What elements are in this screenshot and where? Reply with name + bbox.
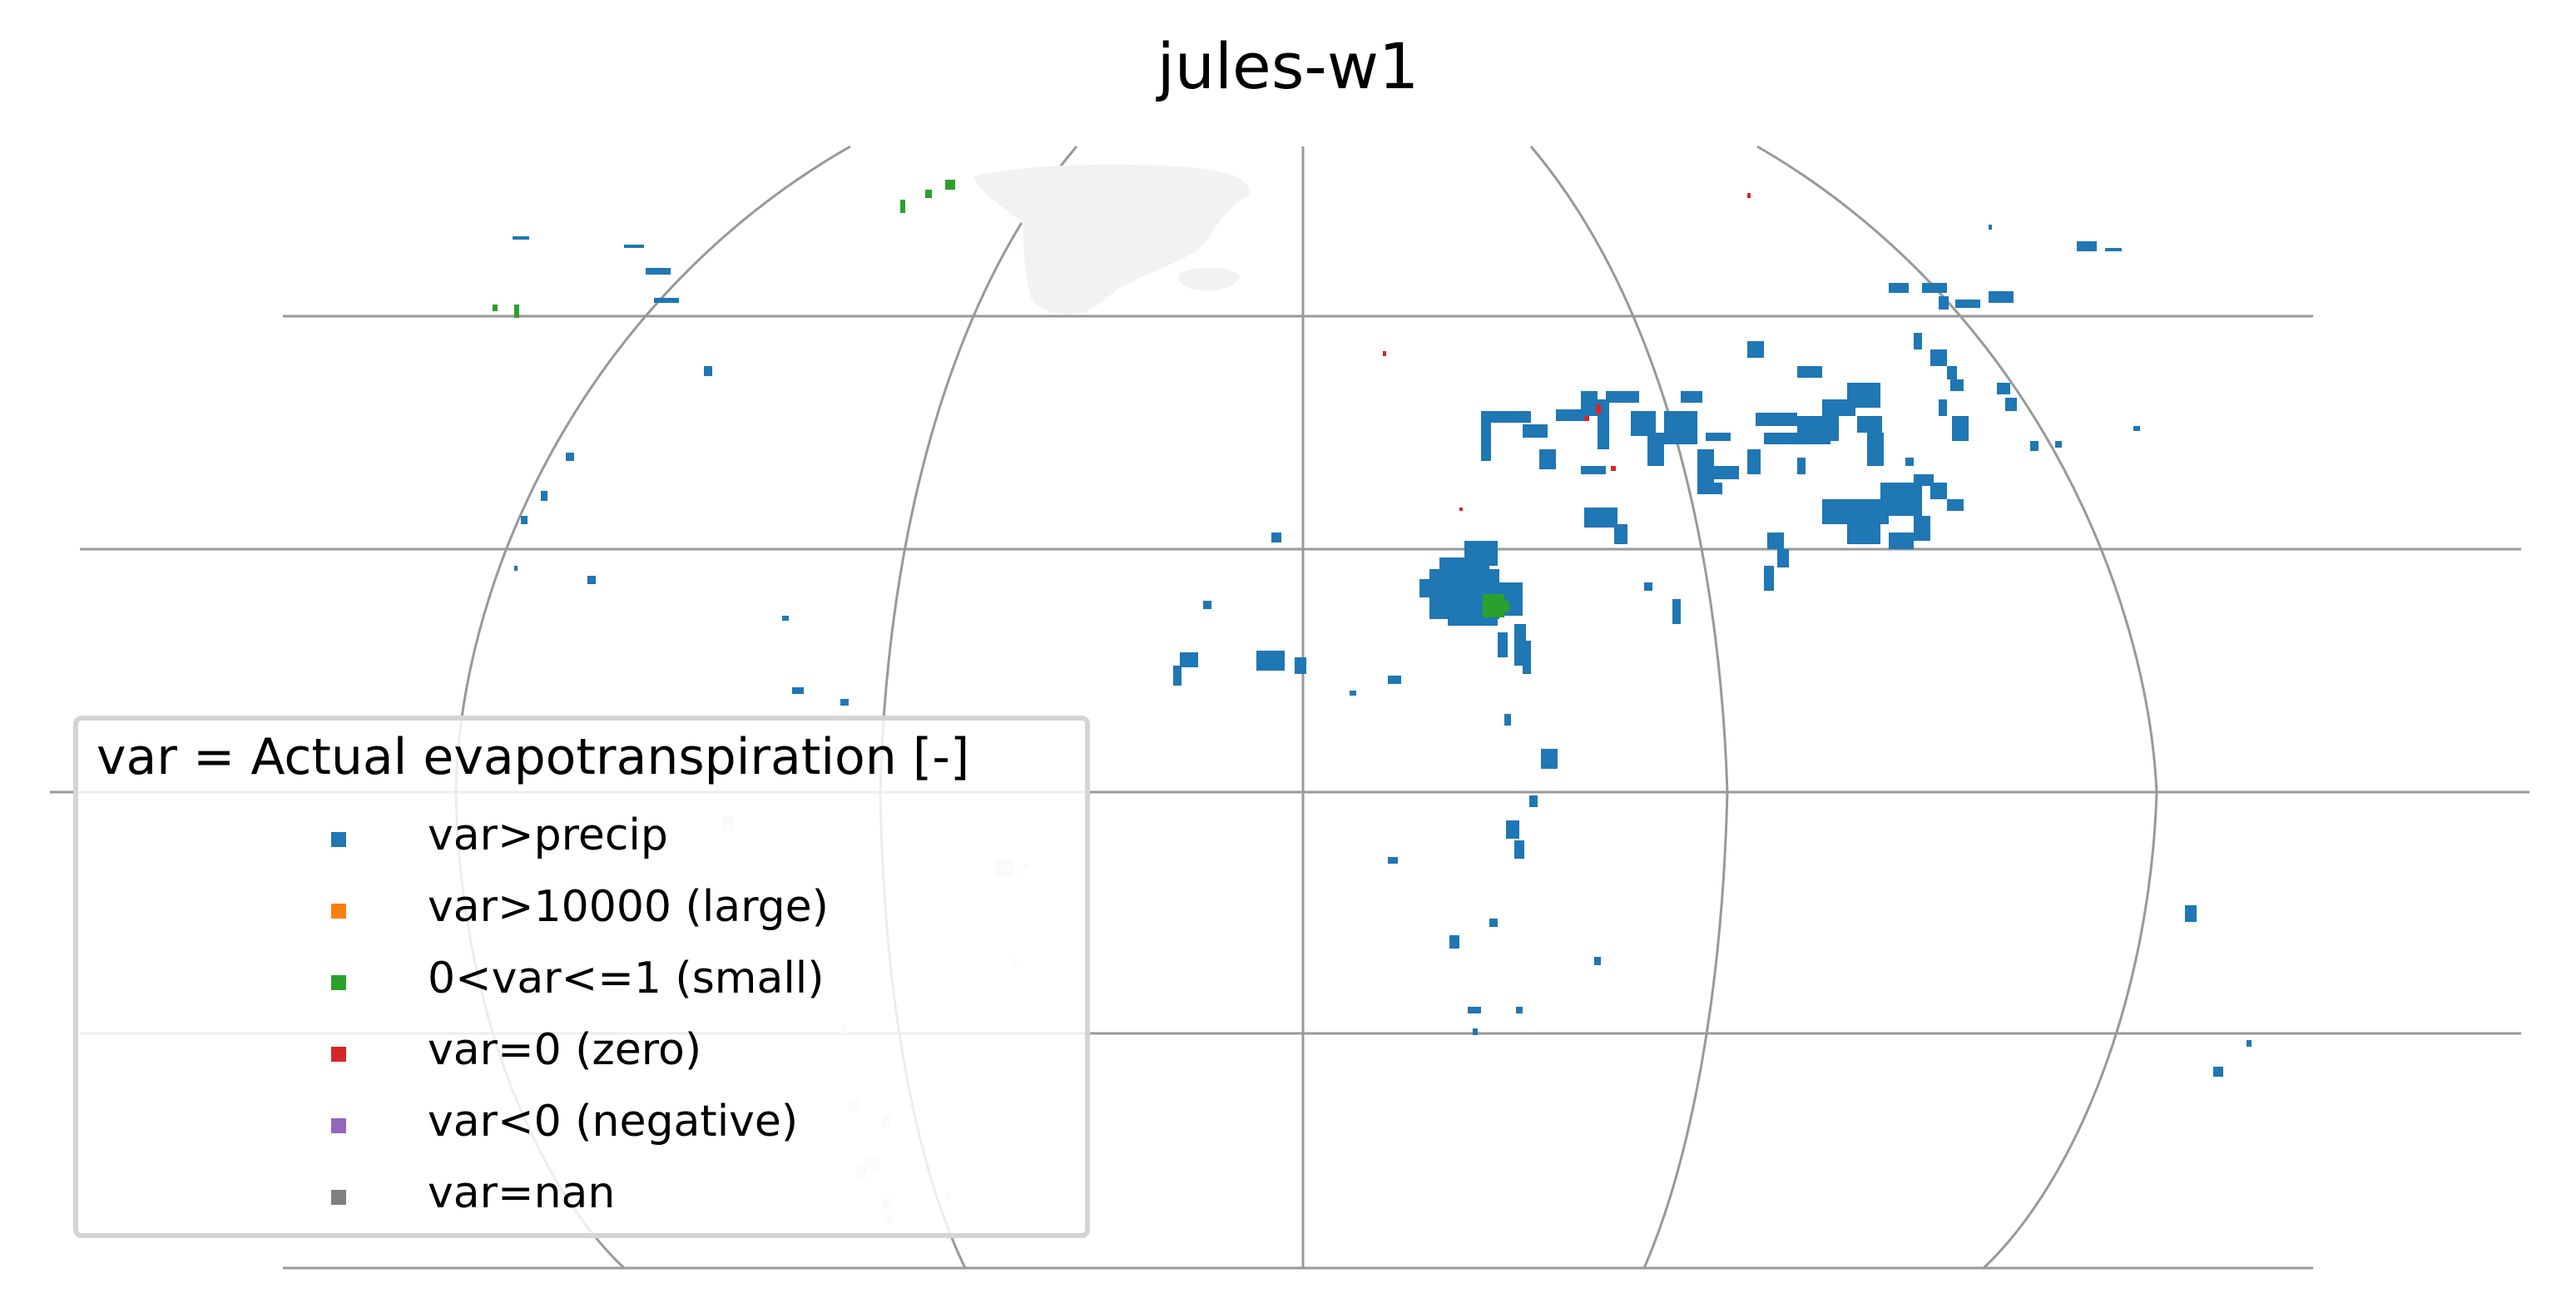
cells-var-gt-precip	[513, 225, 2252, 1077]
legend-label: var=nan	[428, 1168, 616, 1218]
legend-swatch	[331, 1190, 346, 1205]
legend-swatch	[331, 1047, 346, 1062]
legend-label: var>precip	[428, 810, 668, 860]
legend: var = Actual evapotranspiration [-] var>…	[73, 716, 1090, 1238]
legend-swatch	[331, 904, 346, 919]
legend-item: var=0 (zero)	[78, 1028, 1077, 1100]
legend-item: var<0 (negative)	[78, 1100, 1077, 1172]
legend-label: 0<var<=1 (small)	[428, 954, 825, 1003]
legend-swatch	[331, 975, 346, 990]
legend-item: var>precip	[78, 814, 1077, 885]
legend-title: var = Actual evapotranspiration [-]	[97, 728, 970, 786]
legend-items: var>precip var>10000 (large) 0<var<=1 (s…	[78, 814, 1077, 1243]
legend-swatch	[331, 1118, 346, 1133]
greenland-mask	[973, 164, 1250, 315]
meridian-line	[1529, 146, 1729, 1269]
cells-zero	[1383, 193, 1751, 511]
legend-item: var>10000 (large)	[78, 885, 1077, 957]
legend-swatch	[331, 832, 346, 847]
legend-label: var>10000 (large)	[428, 882, 829, 932]
legend-item: var=nan	[78, 1172, 1077, 1243]
legend-label: var=0 (zero)	[428, 1025, 702, 1075]
figure-title: jules-w1	[1157, 29, 1419, 103]
meridian-line	[1756, 145, 2158, 1270]
legend-label: var<0 (negative)	[428, 1097, 799, 1147]
legend-item: 0<var<=1 (small)	[78, 957, 1077, 1028]
iceland-mask	[1178, 267, 1240, 291]
cells-small	[493, 180, 1509, 617]
